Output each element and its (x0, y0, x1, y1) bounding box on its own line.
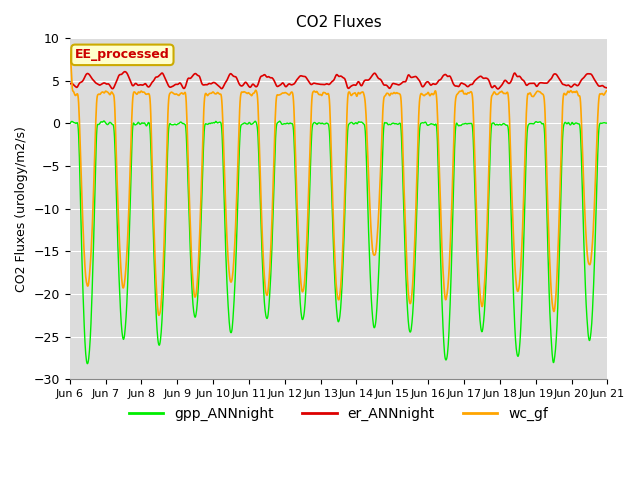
Title: CO2 Fluxes: CO2 Fluxes (296, 15, 381, 30)
Text: EE_processed: EE_processed (75, 48, 170, 61)
Y-axis label: CO2 Fluxes (urology/m2/s): CO2 Fluxes (urology/m2/s) (15, 126, 28, 291)
Legend: gpp_ANNnight, er_ANNnight, wc_gf: gpp_ANNnight, er_ANNnight, wc_gf (123, 402, 554, 427)
